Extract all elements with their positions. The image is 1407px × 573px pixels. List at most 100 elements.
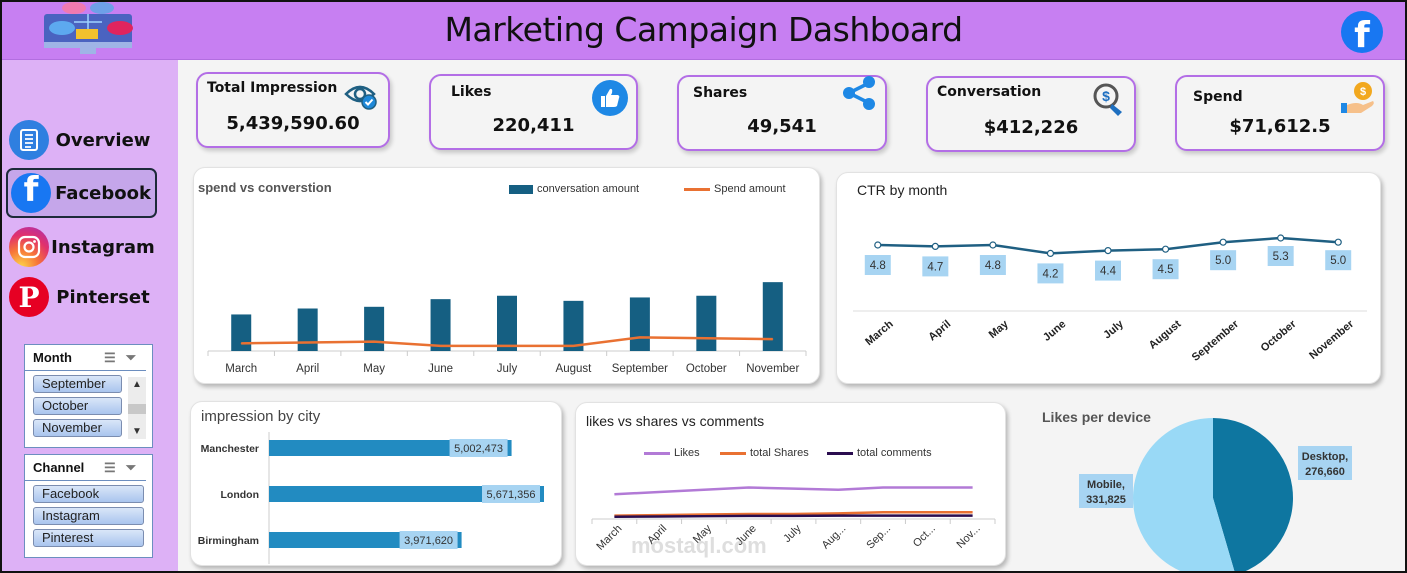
bar-conversation <box>563 300 584 351</box>
legend-item-comments: total comments <box>827 447 932 459</box>
legend-item-likes: Likes <box>644 447 700 459</box>
chart-title: Likes per device <box>1042 409 1151 425</box>
likes-shares-comments-plot: March April May June July Aug... Sep... Oct... N… <box>591 486 996 553</box>
slicer-option-facebook[interactable]: Facebook <box>33 485 144 503</box>
kpi-card-spend: Spend $ $71,612.5 <box>1175 75 1385 151</box>
scroll-thumb[interactable] <box>128 404 146 414</box>
x-tick-label: September <box>612 363 668 375</box>
legend-swatch <box>720 451 746 455</box>
sidebar-item-label: Overview <box>55 129 151 151</box>
x-tick-label: March <box>594 523 624 553</box>
y-tick-label: Manchester <box>201 443 259 455</box>
svg-text:$: $ <box>1102 88 1110 104</box>
x-tick-label: Nov... <box>955 523 983 551</box>
bar-conversation <box>762 282 783 351</box>
legend-label: conversation amount <box>537 183 640 195</box>
kpi-label: Likes <box>451 84 492 100</box>
slicer-option-september[interactable]: September <box>33 375 122 393</box>
x-tick-label: April <box>926 318 953 343</box>
sidebar: Overview f Facebook Instagram P Pinterse… <box>2 60 178 571</box>
line-likes <box>614 486 973 496</box>
data-label: 4.7 <box>927 261 943 273</box>
slicer-option-instagram[interactable]: Instagram <box>33 507 144 525</box>
scroll-down-icon[interactable]: ▼ <box>132 426 142 437</box>
kpi-card-conversation: Conversation $ $412,226 <box>926 76 1136 152</box>
point-spend <box>240 342 242 344</box>
x-tick-label: July <box>1101 318 1126 342</box>
kpi-value: 220,411 <box>492 115 575 136</box>
kpi-label: Spend <box>1193 89 1243 105</box>
x-tick-label: July <box>497 363 518 375</box>
instagram-icon <box>9 227 49 267</box>
slicer-option-november[interactable]: November <box>33 419 122 437</box>
x-tick-label: May <box>363 363 385 375</box>
legend-swatch <box>644 451 670 455</box>
data-label: Desktop, <box>1302 451 1348 463</box>
data-label-bg <box>979 255 1006 275</box>
chart-title: impression by city <box>201 408 321 425</box>
point-ctr <box>874 241 882 249</box>
x-tick-label: July <box>781 522 804 545</box>
x-tick-label: Oct... <box>911 523 938 550</box>
legend-label: total comments <box>857 447 932 459</box>
point-spend <box>373 341 375 343</box>
x-tick-label: May <box>987 318 1012 342</box>
line-total-shares <box>614 511 973 517</box>
sidebar-item-overview[interactable]: Overview <box>6 115 157 165</box>
kpi-value: $71,612.5 <box>1229 116 1331 137</box>
point-spend <box>705 337 707 339</box>
x-tick-label: November <box>1307 318 1356 362</box>
sidebar-item-label: Pinterset <box>56 286 150 308</box>
bar-conversation <box>696 295 717 351</box>
kpi-value: $412,226 <box>983 117 1079 138</box>
data-label-bg <box>1079 474 1133 508</box>
page-title: Marketing Campaign Dashboard <box>444 10 963 49</box>
multi-select-icon[interactable]: ☰ <box>103 349 116 365</box>
multi-select-icon[interactable]: ☰ <box>103 459 116 475</box>
data-label: 5,002,473 <box>454 443 503 455</box>
slicer-title: Month <box>33 350 72 365</box>
scroll-up-icon[interactable]: ▲ <box>132 379 142 390</box>
bar-city <box>269 486 544 502</box>
sidebar-item-instagram[interactable]: Instagram <box>6 222 157 272</box>
clear-filter-icon[interactable]: ⏷ <box>125 459 136 475</box>
data-label: 4.4 <box>1100 266 1117 278</box>
x-tick-label: October <box>686 363 727 375</box>
x-tick-label: June <box>428 363 453 375</box>
data-label: 276,660 <box>1305 466 1345 478</box>
x-tick-label: September <box>1190 318 1242 364</box>
point-ctr <box>1161 245 1170 253</box>
social-media-monitor-logo <box>44 2 133 54</box>
x-tick-label: August <box>1147 318 1184 352</box>
legend-label: Spend amount <box>714 183 786 195</box>
data-label-bg <box>864 255 891 275</box>
point-ctr <box>931 242 939 251</box>
impression-by-city-chart: impression by city 5,002,473 Manchester 5,… <box>190 401 562 566</box>
bar-conversation <box>364 306 385 351</box>
kpi-card-total-impression: Total Impression 5,439,590.60 <box>196 72 390 148</box>
x-tick-label: March <box>225 363 257 375</box>
x-tick-label: Aug... <box>820 523 849 552</box>
data-label: 4.5 <box>1158 264 1174 276</box>
slicer-scrollbar[interactable]: ▲ ▼ <box>128 377 146 439</box>
slicer-option-pinterest[interactable]: Pinterest <box>33 529 144 547</box>
chart-title: spend vs converstion <box>198 180 332 195</box>
bar-conversation <box>629 297 650 351</box>
point-ctr <box>1334 238 1342 246</box>
data-label-bg <box>482 485 540 503</box>
clear-filter-icon[interactable]: ⏷ <box>125 349 136 365</box>
pie-slice-mobile <box>1132 418 1235 571</box>
slicer-option-october[interactable]: October <box>33 397 122 415</box>
data-label: 5.3 <box>1273 251 1289 263</box>
point-spend <box>307 342 309 343</box>
bar-conversation <box>297 308 318 351</box>
bar-conversation <box>497 295 517 351</box>
sidebar-item-pinterest[interactable]: P Pinterset <box>6 272 157 322</box>
kpi-card-likes: Likes 220,411 <box>429 74 638 150</box>
point-ctr <box>989 241 997 249</box>
eye-check-icon <box>344 85 377 110</box>
x-tick-label: March <box>863 318 896 348</box>
data-label: 3,971,620 <box>404 535 453 547</box>
sidebar-item-facebook[interactable]: f Facebook <box>6 168 157 218</box>
